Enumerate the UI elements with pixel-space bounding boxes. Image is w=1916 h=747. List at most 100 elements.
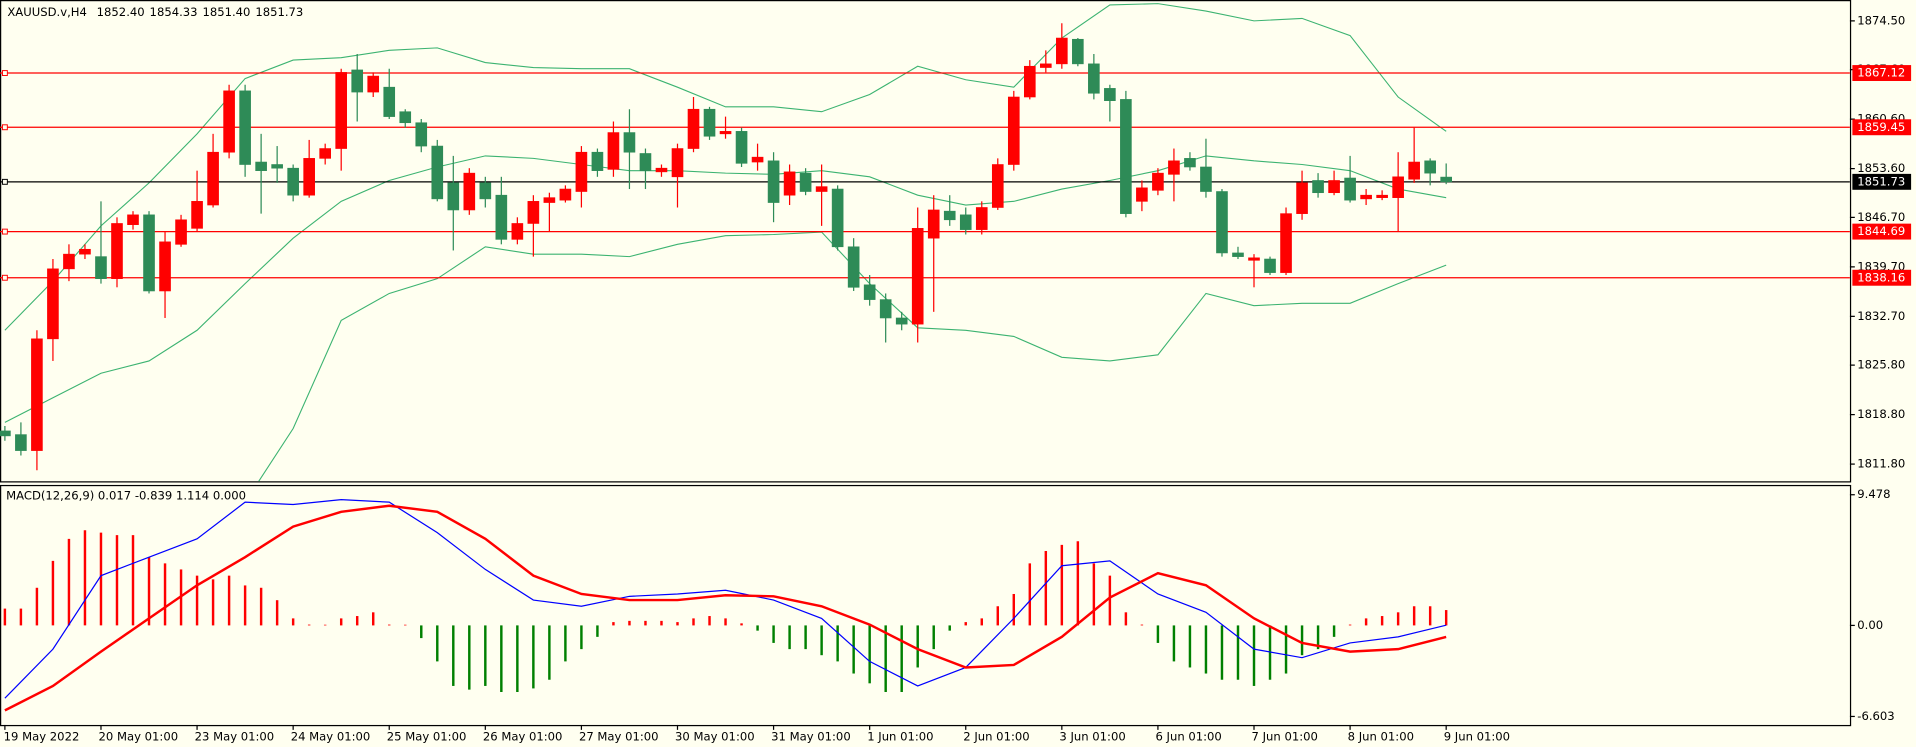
level-label: 1838.16 <box>1857 270 1905 284</box>
y-tick-label: 1818.80 <box>1857 407 1905 421</box>
candle-body <box>495 194 508 240</box>
x-tick-label: 19 May 2022 <box>4 730 80 744</box>
candle-body <box>319 148 331 159</box>
y-tick-label: 9.478 <box>1857 487 1890 501</box>
macd-plot <box>3 499 1448 712</box>
candle-body <box>0 430 11 437</box>
macd-line <box>4 504 1447 712</box>
candle-body <box>239 90 251 165</box>
candle-body <box>1248 257 1260 261</box>
candle-body <box>463 172 476 211</box>
candle-body <box>47 268 59 340</box>
level-marker <box>1 70 8 76</box>
candle-body <box>447 182 460 211</box>
candle-body <box>735 131 748 164</box>
candle-body <box>847 246 860 288</box>
candle-body <box>255 161 267 171</box>
candle-body <box>879 299 892 319</box>
candle-body <box>703 108 716 137</box>
x-tick-label: 3 Jun 01:00 <box>1059 730 1125 744</box>
candle-body <box>1056 37 1068 65</box>
x-tick-label: 20 May 01:00 <box>99 730 179 744</box>
candle-body <box>1120 99 1132 214</box>
level-label-box <box>1852 119 1912 136</box>
candle-body <box>527 201 540 224</box>
band-upper <box>4 3 1447 331</box>
price-plot <box>0 3 1850 482</box>
y-tick-label: 1874.50 <box>1857 13 1905 27</box>
candle-body <box>351 69 364 93</box>
x-tick-label: 31 May 01:00 <box>771 730 851 744</box>
candle-body <box>655 167 668 173</box>
candle-body <box>1104 88 1116 101</box>
candle-body <box>927 209 940 239</box>
candle-body <box>1072 38 1084 65</box>
x-tick-label: 6 Jun 01:00 <box>1155 730 1221 744</box>
x-tick-label: 23 May 01:00 <box>195 730 275 744</box>
candle-body <box>559 188 572 201</box>
y-tick-label: 1811.80 <box>1857 457 1905 471</box>
candle-body <box>63 253 75 270</box>
candle-body <box>959 214 972 230</box>
ohlc-low: 1851.40 <box>202 5 250 19</box>
ohlc-open: 1852.40 <box>97 5 145 19</box>
symbol: XAUUSD.v,H4 <box>7 5 87 19</box>
candle-body <box>207 151 219 206</box>
candle-body <box>815 186 828 192</box>
candle-body <box>783 171 796 196</box>
level-label: 1851.73 <box>1857 174 1905 188</box>
price-panel <box>0 0 1852 483</box>
y-tick-label: 1825.80 <box>1857 358 1905 372</box>
candle-body <box>911 228 924 325</box>
x-tick-label: 2 Jun 01:00 <box>963 730 1029 744</box>
candle-body <box>367 75 380 93</box>
candle-body <box>1440 176 1452 183</box>
candle-body <box>1168 160 1180 175</box>
candle-body <box>1280 213 1292 273</box>
y-tick-label: 0.00 <box>1857 618 1883 632</box>
candle-body <box>479 182 492 200</box>
candle-body <box>1312 180 1324 194</box>
y-tick-label: 1853.60 <box>1857 161 1905 175</box>
candle-body <box>415 122 428 147</box>
candle-body <box>575 151 588 192</box>
ohlc-high: 1854.33 <box>150 5 198 19</box>
candle-body <box>79 248 91 255</box>
candle-body <box>511 223 524 240</box>
candle-body <box>383 86 396 117</box>
candle-body <box>127 214 139 225</box>
candle-body <box>15 434 27 451</box>
level-marker <box>1 228 8 235</box>
x-tick-label: 7 Jun 01:00 <box>1252 730 1318 744</box>
candle-body <box>95 256 107 279</box>
level-marker <box>1 178 8 185</box>
candle-body <box>271 164 283 169</box>
candle-body <box>1152 172 1164 191</box>
candle-body <box>175 219 187 245</box>
candle-body <box>687 108 700 149</box>
x-tick-label: 27 May 01:00 <box>579 730 659 744</box>
candle-body <box>1136 187 1148 202</box>
x-tick-label: 25 May 01:00 <box>387 730 467 744</box>
candle-body <box>159 241 171 292</box>
candle-body <box>1376 194 1388 198</box>
candle-body <box>1344 177 1356 201</box>
candle-body <box>863 284 876 300</box>
candle-body <box>1023 65 1036 98</box>
candle-body <box>943 210 956 221</box>
candle-body <box>1088 63 1100 94</box>
candle-body <box>1392 176 1404 198</box>
candle-body <box>1360 194 1372 200</box>
candle-body <box>335 72 348 149</box>
candle-body <box>799 172 812 192</box>
ohlc-close: 1851.73 <box>255 5 303 19</box>
candle-body <box>1200 166 1212 192</box>
candle-body <box>1216 191 1228 254</box>
candle-body <box>607 132 620 170</box>
candle-body <box>671 148 684 178</box>
candle-body <box>31 338 43 451</box>
macd-line <box>4 499 1447 699</box>
candle-body <box>831 188 844 248</box>
candle-body <box>1232 252 1244 257</box>
